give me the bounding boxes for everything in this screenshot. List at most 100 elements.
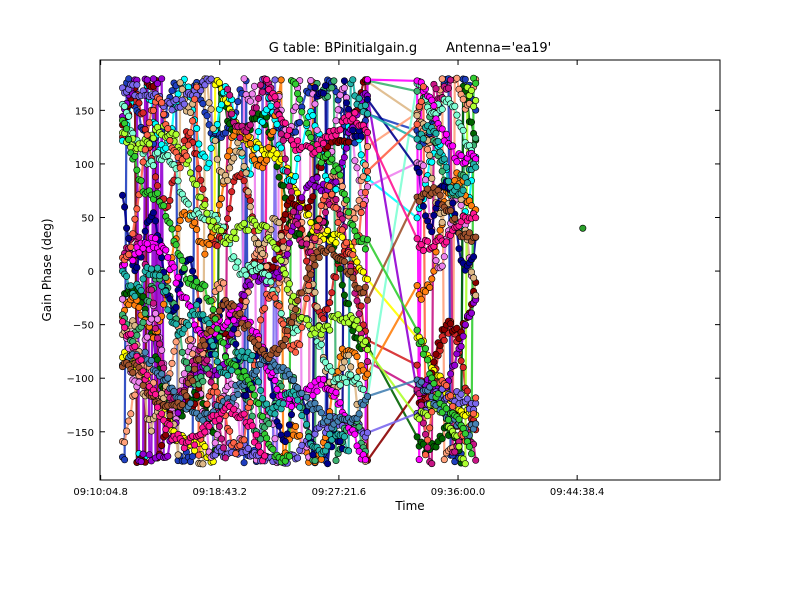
data-point: [467, 86, 475, 94]
data-point: [242, 298, 250, 306]
data-point: [193, 278, 201, 286]
data-point: [424, 237, 432, 245]
data-point: [457, 390, 465, 398]
data-point: [309, 193, 317, 201]
data-point: [451, 361, 459, 369]
data-point: [324, 305, 332, 313]
data-point: [279, 320, 287, 328]
data-point: [207, 105, 215, 113]
data-point: [451, 214, 459, 222]
data-point: [438, 262, 446, 270]
data-point: [234, 258, 242, 266]
axes-frame: [99, 59, 721, 481]
data-point: [311, 288, 319, 296]
data-point: [252, 431, 260, 439]
data-point: [131, 342, 139, 350]
data-point: [447, 370, 455, 378]
data-point: [201, 282, 209, 290]
data-point: [191, 441, 199, 449]
data-point: [174, 451, 182, 459]
data-point: [419, 162, 427, 170]
data-point: [328, 155, 336, 163]
data-point: [121, 203, 129, 211]
data-point: [201, 443, 209, 451]
data-point: [236, 309, 244, 317]
data-point: [442, 163, 450, 171]
y-tick-label: −50: [73, 321, 94, 332]
data-point: [172, 96, 180, 104]
data-point: [160, 300, 168, 308]
data-point: [141, 146, 149, 154]
data-point: [421, 451, 429, 459]
data-point: [271, 76, 279, 84]
data-point: [172, 241, 180, 249]
data-point: [145, 451, 153, 459]
data-point: [415, 456, 423, 464]
data-point: [332, 273, 340, 281]
data-point: [172, 303, 180, 311]
data-point: [149, 134, 157, 142]
data-point: [353, 353, 361, 361]
data-point: [453, 74, 461, 82]
data-point: [139, 318, 147, 326]
data-point: [355, 310, 363, 318]
data-point: [303, 294, 311, 302]
data-point: [361, 337, 369, 345]
data-point: [349, 115, 357, 123]
data-point: [248, 422, 256, 430]
data-point: [459, 332, 467, 340]
data-point: [340, 291, 348, 299]
data-point: [347, 363, 355, 371]
data-point: [421, 345, 429, 353]
data-point: [178, 256, 186, 264]
data-point: [363, 358, 371, 366]
data-point: [199, 416, 207, 424]
data-point: [263, 434, 271, 442]
data-point: [174, 224, 182, 232]
data-point: [470, 410, 478, 418]
data-point: [240, 436, 248, 444]
data-point: [154, 315, 162, 323]
data-point: [461, 430, 469, 438]
data-point: [246, 140, 254, 148]
data-point: [472, 79, 480, 87]
data-point: [189, 452, 197, 460]
data-point: [281, 155, 289, 163]
data-point: [455, 245, 463, 253]
data-point: [463, 387, 471, 395]
data-point: [152, 234, 160, 242]
data-point: [438, 125, 446, 133]
data-point: [336, 171, 344, 179]
data-point: [287, 194, 295, 202]
data-point: [449, 199, 457, 207]
data-point: [442, 130, 450, 138]
data-point: [428, 408, 436, 416]
data-point: [240, 410, 248, 418]
data-point: [158, 410, 166, 418]
data-point: [363, 296, 371, 304]
data-point: [349, 274, 357, 282]
data-point: [255, 442, 263, 450]
data-point: [421, 176, 429, 184]
data-point: [152, 390, 160, 398]
data-point: [349, 126, 357, 134]
data-point: [252, 367, 260, 375]
data-point: [349, 76, 357, 84]
data-point: [156, 340, 164, 348]
data-point: [332, 178, 340, 186]
data-point: [257, 81, 265, 89]
data-point: [281, 438, 289, 446]
data-point: [145, 119, 153, 127]
x-tick-label: 09:44:38.4: [550, 487, 604, 498]
data-point: [154, 189, 162, 197]
data-point: [137, 177, 145, 185]
data-point: [345, 138, 353, 146]
data-point: [309, 112, 317, 120]
data-point: [172, 338, 180, 346]
data-point: [428, 174, 436, 182]
data-point: [215, 415, 223, 423]
data-point: [430, 358, 438, 366]
data-point: [294, 155, 302, 163]
data-point: [332, 185, 340, 193]
data-point: [472, 214, 480, 222]
